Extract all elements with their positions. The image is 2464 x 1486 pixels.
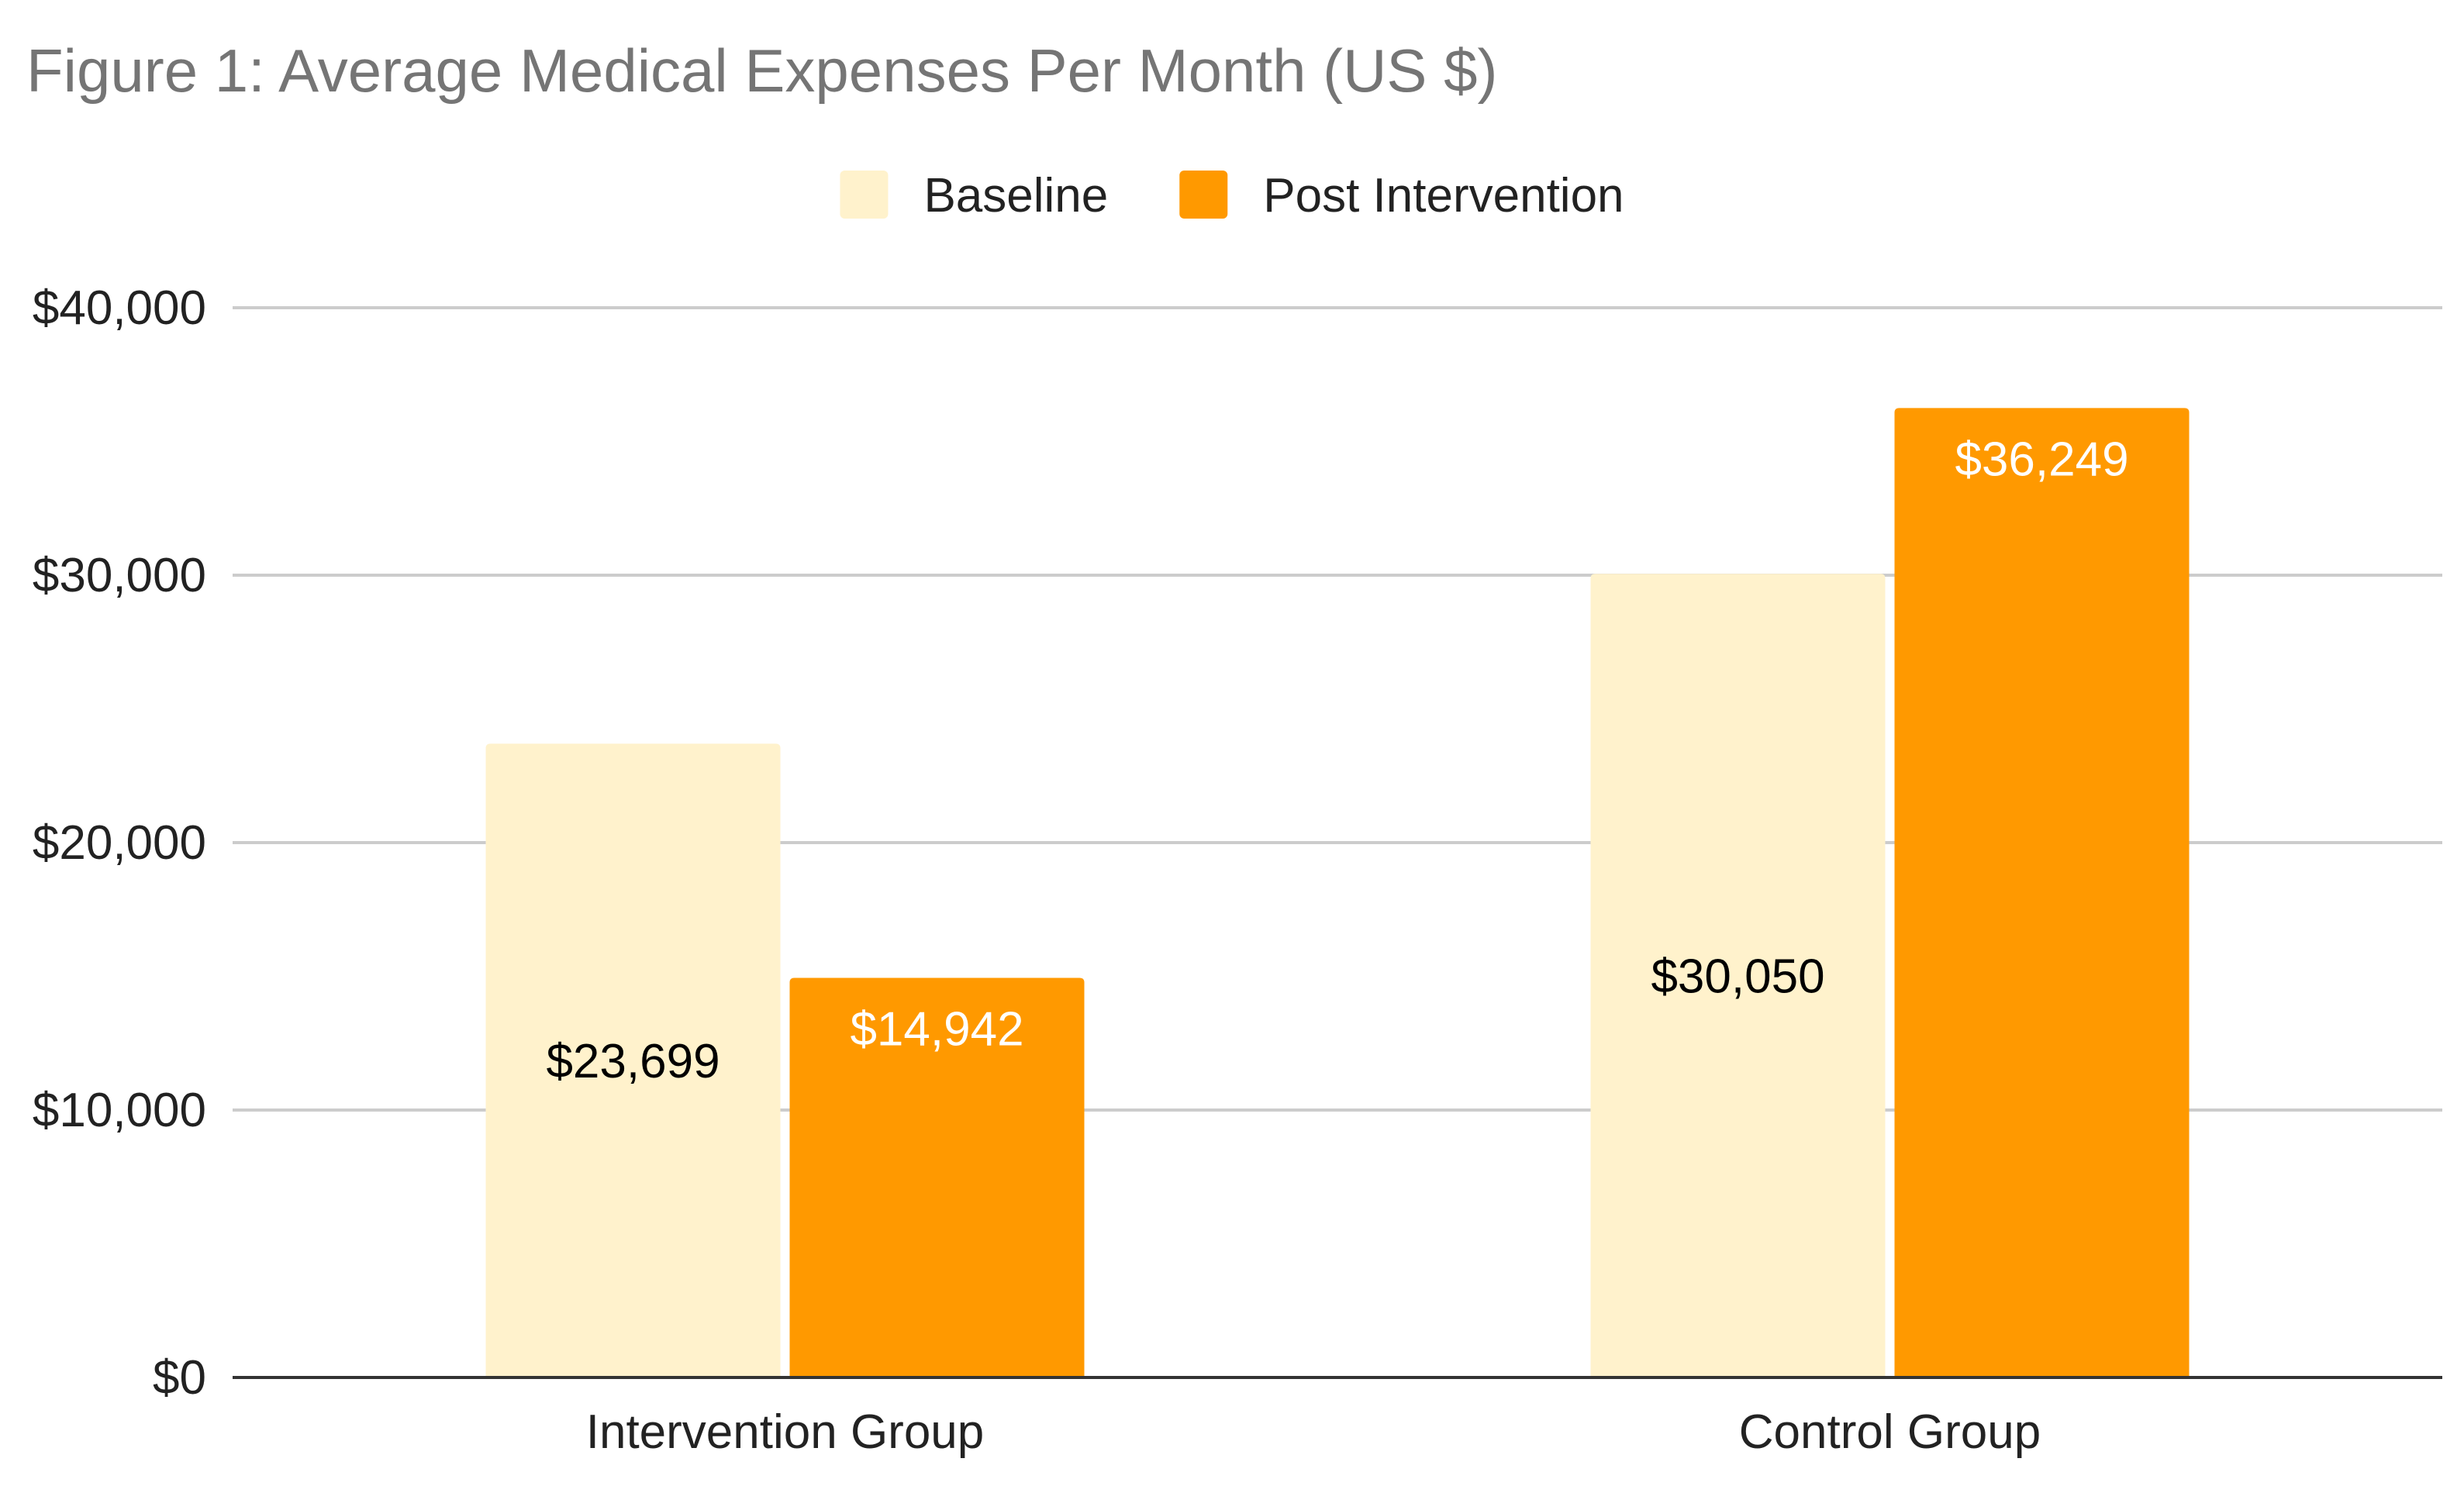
x-tick-label: Control Group [1739, 1405, 2041, 1459]
chart-title: Figure 1: Average Medical Expenses Per M… [26, 36, 1497, 105]
data-label: $14,942 [850, 1003, 1023, 1057]
bar-post-intervention [789, 977, 1085, 1377]
y-tick-label: $0 [153, 1351, 206, 1405]
legend-swatch [840, 171, 889, 219]
y-tick-label: $40,000 [33, 281, 206, 335]
y-tick-label: $30,000 [33, 549, 206, 602]
bar-post-intervention [1894, 408, 2190, 1378]
y-tick-label: $10,000 [33, 1084, 206, 1137]
data-label: $36,249 [1955, 433, 2128, 486]
data-labels: $23,699 $14,942 $30,050 $36,249 [546, 433, 2128, 1088]
legend-label: Baseline [923, 169, 1108, 222]
bar-baseline [485, 743, 781, 1377]
data-label: $30,050 [1651, 950, 1824, 1004]
bars [485, 408, 2190, 1378]
x-tick-label: Intervention Group [586, 1405, 985, 1459]
y-axis: $0 $10,000 $20,000 $30,000 $40,000 [33, 281, 206, 1405]
data-label: $23,699 [546, 1035, 720, 1088]
bar-baseline [1590, 574, 1886, 1377]
x-axis: Intervention Group Control Group [586, 1405, 2041, 1459]
legend-label: Post Intervention [1263, 169, 1624, 222]
legend-swatch [1179, 171, 1228, 219]
legend: Baseline Post Intervention [840, 169, 1624, 222]
y-tick-label: $20,000 [33, 816, 206, 870]
